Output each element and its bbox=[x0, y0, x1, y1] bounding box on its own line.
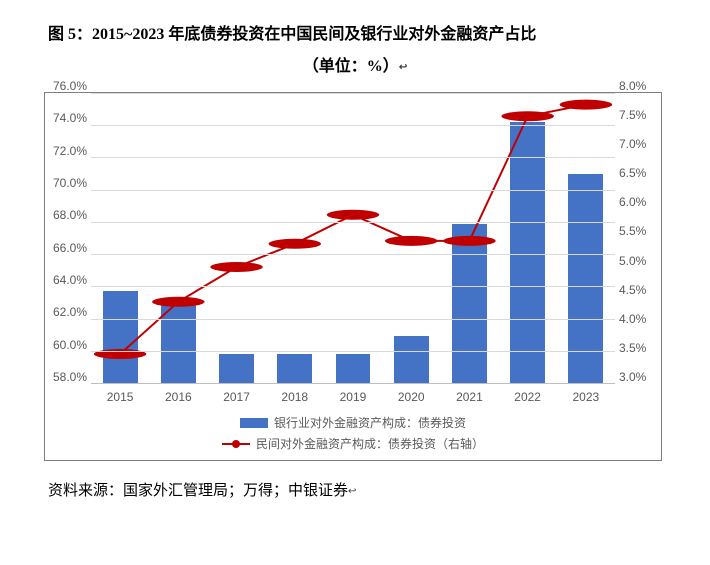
source-line: 资料来源：国家外汇管理局；万得；中银证券↩ bbox=[20, 479, 690, 500]
y-axis-left: 76.0%74.0%72.0%70.0%68.0%66.0%64.0%62.0%… bbox=[45, 93, 91, 384]
legend: 银行业对外金融资产构成：债券投资 民间对外金融资产构成：债券投资（右轴） bbox=[45, 404, 661, 460]
line-layer bbox=[91, 93, 615, 383]
gridline bbox=[91, 351, 615, 352]
figure-title: 图 5：2015~2023 年底债券投资在中国民间及银行业对外金融资产占比 bbox=[20, 20, 690, 44]
x-tick: 2019 bbox=[324, 384, 382, 404]
legend-item-line: 民间对外金融资产构成：债券投资（右轴） bbox=[222, 435, 484, 452]
line-marker bbox=[152, 297, 204, 307]
y-axis-right: 8.0%7.5%7.0%6.5%6.0%5.5%5.0%4.5%4.0%3.5%… bbox=[615, 93, 661, 384]
subtitle-text: （单位：%） bbox=[303, 58, 399, 75]
legend-item-bar: 银行业对外金融资产构成：债券投资 bbox=[240, 414, 466, 431]
legend-bar-label: 银行业对外金融资产构成：债券投资 bbox=[274, 414, 466, 431]
x-tick: 2020 bbox=[382, 384, 440, 404]
line-marker bbox=[269, 239, 321, 249]
source-text: 资料来源：国家外汇管理局；万得；中银证券 bbox=[48, 483, 348, 499]
x-axis-row: 201520162017201820192020202120222023 bbox=[45, 384, 661, 404]
x-tick: 2018 bbox=[266, 384, 324, 404]
x-tick: 2023 bbox=[557, 384, 615, 404]
line-marker bbox=[501, 111, 553, 121]
x-axis: 201520162017201820192020202120222023 bbox=[91, 384, 615, 404]
line-marker bbox=[327, 210, 379, 220]
x-tick: 2021 bbox=[440, 384, 498, 404]
legend-bar-swatch bbox=[240, 418, 268, 428]
gridline bbox=[91, 254, 615, 255]
gridline bbox=[91, 286, 615, 287]
line-marker bbox=[560, 100, 612, 110]
x-tick: 2017 bbox=[207, 384, 265, 404]
line-marker bbox=[385, 236, 437, 246]
gridline bbox=[91, 190, 615, 191]
line-marker bbox=[210, 262, 262, 272]
gridline bbox=[91, 157, 615, 158]
title-text: 图 5：2015~2023 年底债券投资在中国民间及银行业对外金融资产占比 bbox=[48, 26, 536, 43]
gridline bbox=[91, 319, 615, 320]
x-tick: 2022 bbox=[499, 384, 557, 404]
plot-row: 76.0%74.0%72.0%70.0%68.0%66.0%64.0%62.0%… bbox=[45, 93, 661, 384]
gridline bbox=[91, 222, 615, 223]
gridline bbox=[91, 93, 615, 94]
legend-line-label: 民间对外金融资产构成：债券投资（右轴） bbox=[256, 435, 484, 452]
x-tick: 2016 bbox=[149, 384, 207, 404]
x-tick: 2015 bbox=[91, 384, 149, 404]
figure-subtitle: （单位：%）↩ bbox=[20, 52, 690, 76]
paragraph-marker-icon: ↩ bbox=[399, 62, 407, 73]
paragraph-marker-icon: ↩ bbox=[348, 486, 356, 497]
chart-container: 76.0%74.0%72.0%70.0%68.0%66.0%64.0%62.0%… bbox=[44, 92, 662, 461]
line-path bbox=[120, 105, 586, 354]
gridline bbox=[91, 125, 615, 126]
plot-area bbox=[91, 93, 615, 384]
line-marker bbox=[443, 236, 495, 246]
legend-line-swatch bbox=[222, 438, 250, 450]
